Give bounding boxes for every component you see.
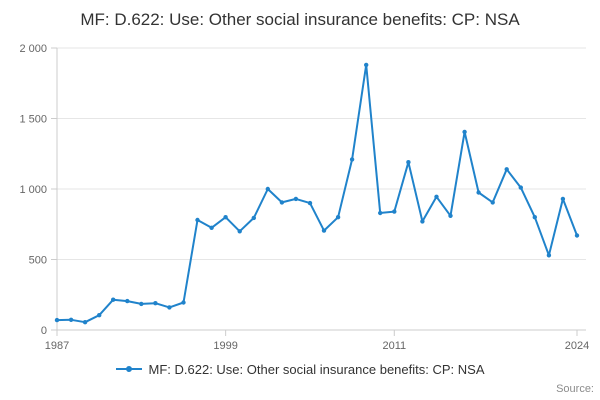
chart-title: MF: D.622: Use: Other social insurance b… [80, 10, 520, 29]
svg-text:1 500: 1 500 [19, 114, 47, 126]
svg-text:1 000: 1 000 [19, 184, 47, 196]
svg-text:2011: 2011 [382, 340, 406, 352]
svg-text:2 000: 2 000 [19, 43, 47, 55]
source-label: Source: [556, 383, 594, 395]
legend-marker-icon [115, 366, 142, 372]
legend-item[interactable]: MF: D.622: Use: Other social insurance b… [0, 360, 600, 378]
svg-text:2024: 2024 [565, 340, 589, 352]
legend-label: MF: D.622: Use: Other social insurance b… [148, 361, 485, 377]
line-chart[interactable]: 0 500 1 000 1 500 2 000 1987 1999 2011 2024 [0, 0, 600, 352]
svg-text:1987: 1987 [45, 340, 69, 352]
svg-text:500: 500 [29, 255, 47, 267]
svg-text:1999: 1999 [213, 340, 237, 352]
svg-text:0: 0 [41, 325, 47, 337]
